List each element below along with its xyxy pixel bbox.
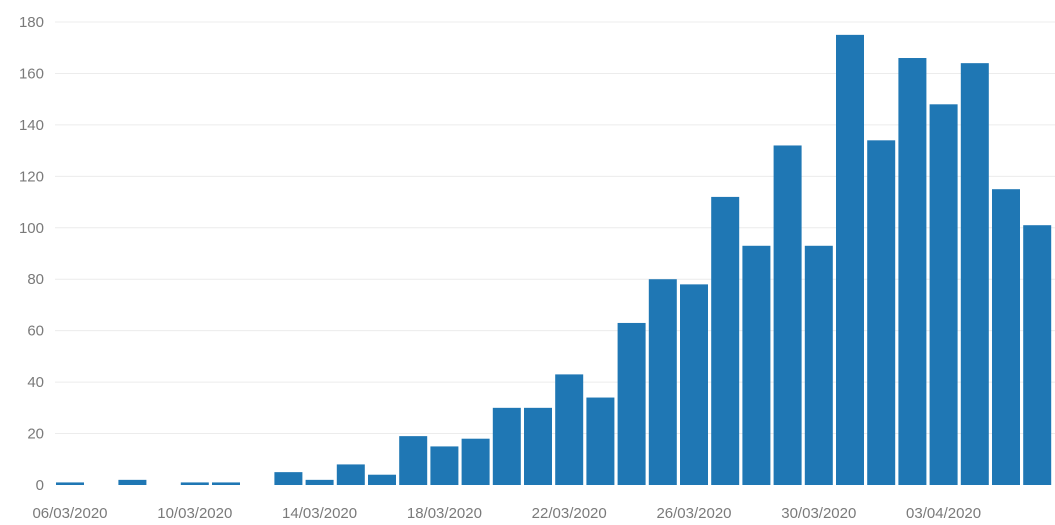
x-tick-label: 22/03/2020 bbox=[532, 505, 607, 522]
bar bbox=[305, 479, 334, 485]
bar bbox=[617, 322, 646, 485]
bar bbox=[336, 464, 365, 485]
y-tick-label: 140 bbox=[19, 117, 44, 134]
bar bbox=[898, 58, 927, 486]
bar bbox=[711, 196, 740, 485]
x-tick-label: 30/03/2020 bbox=[781, 505, 856, 522]
y-tick-label: 180 bbox=[19, 14, 44, 31]
y-tick-label: 60 bbox=[27, 323, 44, 340]
bar bbox=[960, 63, 989, 486]
bar bbox=[836, 34, 864, 485]
bar bbox=[180, 482, 209, 485]
x-tick-label: 10/03/2020 bbox=[157, 505, 232, 522]
x-tick-label: 03/04/2020 bbox=[906, 505, 981, 522]
y-tick-label: 100 bbox=[19, 220, 44, 237]
bar bbox=[492, 407, 521, 485]
x-tick-label: 18/03/2020 bbox=[407, 505, 482, 522]
x-tick-label: 14/03/2020 bbox=[282, 505, 357, 522]
bar bbox=[742, 245, 771, 485]
bar bbox=[1023, 225, 1052, 485]
y-tick-label: 160 bbox=[19, 65, 44, 82]
bar bbox=[586, 397, 615, 485]
bar bbox=[773, 145, 802, 485]
bar bbox=[555, 374, 584, 485]
bar bbox=[461, 438, 490, 485]
bar bbox=[368, 474, 396, 485]
bar bbox=[648, 279, 677, 485]
bars bbox=[56, 34, 1052, 486]
x-axis-ticks: 06/03/2020 10/03/2020 14/03/2020 18/03/2020… bbox=[32, 505, 981, 522]
bar bbox=[212, 482, 240, 485]
bar bbox=[804, 245, 833, 485]
gridlines bbox=[55, 21, 1055, 435]
bar bbox=[274, 472, 303, 485]
x-tick-label: 26/03/2020 bbox=[656, 505, 731, 522]
bar bbox=[680, 284, 708, 485]
bar bbox=[929, 104, 958, 486]
y-tick-label: 120 bbox=[19, 168, 44, 185]
y-tick-label: 20 bbox=[27, 426, 44, 443]
bar bbox=[430, 446, 459, 485]
y-tick-label: 40 bbox=[27, 374, 44, 391]
bar bbox=[867, 140, 896, 486]
bar bbox=[399, 436, 428, 485]
y-tick-label: 80 bbox=[27, 271, 44, 288]
y-tick-label: 0 bbox=[36, 477, 44, 494]
bar bbox=[524, 407, 552, 485]
bar bbox=[56, 482, 84, 485]
bar bbox=[118, 479, 147, 485]
bar bbox=[992, 189, 1020, 485]
y-axis-ticks: 0 20 40 60 80 100 120 140 160 180 bbox=[19, 14, 44, 494]
x-tick-label: 06/03/2020 bbox=[32, 505, 107, 522]
